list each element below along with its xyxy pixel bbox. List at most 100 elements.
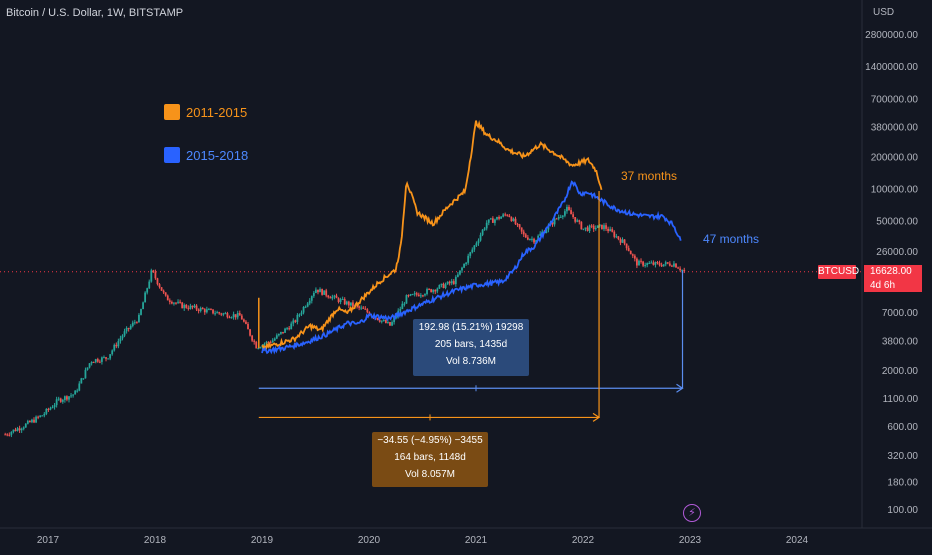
candle-body (465, 262, 468, 265)
candle-body (679, 268, 682, 271)
candle-body (378, 320, 381, 322)
candle-body (123, 331, 126, 336)
candle-body (70, 395, 72, 397)
candle-body (588, 225, 591, 231)
candle-body (189, 305, 192, 309)
candle-body (625, 243, 628, 249)
currency-label: USD (873, 7, 895, 18)
candle-body (563, 211, 566, 216)
candle-body (526, 237, 529, 240)
candle-body (55, 399, 58, 406)
candle-body (238, 313, 241, 316)
candle-body (662, 264, 665, 267)
candle-body (267, 341, 270, 343)
candle-body (409, 294, 412, 296)
candle-body (255, 341, 258, 349)
measure-change: 192.98 (15.21%) 19298 (418, 322, 524, 333)
candle-body (179, 301, 182, 303)
candle-body (518, 224, 521, 228)
candle-body (286, 328, 289, 330)
candle-body (347, 301, 350, 306)
candle-body (193, 305, 196, 308)
candle-body (658, 262, 661, 266)
candle-body (514, 218, 517, 225)
candle-body (68, 396, 70, 400)
candle-body (533, 238, 535, 243)
candle-body (251, 335, 254, 341)
candle-body (66, 396, 68, 400)
candle-body (510, 216, 513, 222)
candle-body (98, 361, 101, 363)
candle-body (166, 295, 169, 301)
candle-body (430, 289, 433, 293)
candle-body (156, 278, 159, 285)
y-tick-label: 180.00 (887, 478, 918, 489)
candle-body (253, 340, 256, 342)
candle-body (277, 333, 280, 336)
candle-body (101, 357, 103, 362)
y-tick-label: 7000.00 (882, 308, 919, 319)
candle-body (496, 216, 498, 220)
candle-body (129, 325, 132, 329)
candle-body (170, 301, 173, 304)
candle-body (275, 335, 278, 339)
candle-body (670, 265, 673, 267)
x-tick-label: 2021 (465, 535, 488, 546)
candle-body (197, 309, 200, 312)
candle-body (668, 263, 671, 266)
y-tick-label: 380000.00 (871, 123, 919, 134)
candle-body (594, 227, 597, 230)
candle-body (584, 227, 587, 229)
candle-body (173, 302, 175, 304)
candle-body (448, 281, 451, 284)
candle-body (90, 362, 93, 364)
candle-body (150, 270, 153, 282)
candle-body (41, 415, 44, 417)
candle-body (417, 294, 420, 297)
candle-body (574, 217, 577, 222)
candle-body (59, 398, 62, 402)
candle-body (673, 263, 675, 267)
candle-body (561, 215, 564, 217)
y-tick-label: 1400000.00 (865, 62, 918, 73)
candle-body (154, 271, 157, 279)
candle-body (487, 219, 490, 223)
candle-body (310, 296, 313, 301)
candle-body (642, 261, 644, 266)
candle-body (516, 224, 519, 226)
candle-body (312, 292, 315, 297)
candle-body (506, 214, 509, 216)
candle-body (228, 317, 231, 319)
candle-body (288, 328, 291, 330)
candle-body (292, 320, 295, 324)
candle-body (138, 314, 140, 323)
candle-body (103, 357, 105, 359)
candle-body (321, 289, 323, 295)
measure-bars: 205 bars, 1435d (434, 339, 508, 350)
candle-body (619, 239, 622, 243)
candle-body (35, 416, 37, 423)
candle-body (382, 319, 385, 321)
candle-body (199, 308, 202, 312)
candle-body (107, 358, 109, 360)
candle-body (181, 302, 184, 309)
candle-body (92, 362, 95, 364)
candle-body (644, 265, 647, 267)
candle-body (212, 309, 214, 314)
candle-body (39, 415, 42, 418)
candle-body (31, 419, 33, 423)
candle-body (491, 218, 494, 223)
x-tick-label: 2017 (37, 535, 60, 546)
candle-body (341, 299, 344, 301)
y-tick-label: 100.00 (887, 505, 918, 516)
candle-body (280, 331, 282, 334)
candle-body (22, 427, 25, 429)
lightning-icon[interactable]: ⚡ (683, 504, 701, 522)
candle-body (471, 249, 474, 253)
candle-body (566, 206, 568, 212)
candle-body (559, 216, 562, 218)
candle-body (384, 319, 387, 324)
candle-body (259, 347, 262, 349)
